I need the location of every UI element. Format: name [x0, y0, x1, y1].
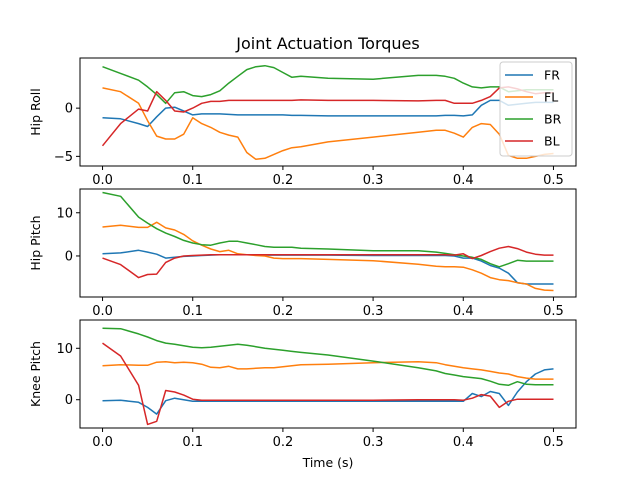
- x-tick-label: 0.4: [453, 173, 474, 188]
- legend: FR FL BR BL: [499, 61, 573, 157]
- x-tick-label: 0.0: [92, 304, 113, 319]
- series-line-bl: [101, 86, 554, 147]
- x-tick-label: 0.3: [363, 304, 384, 319]
- x-tick-label: 0.4: [453, 304, 474, 319]
- subplot-2: 0 10 0.0 0.1 0.2 0.3 0.4 0.5 Hip Pitch: [28, 188, 577, 319]
- chart-title: Joint Actuation Torques: [235, 34, 419, 53]
- legend-label-fl: FL: [544, 90, 558, 105]
- axes-frame: [79, 57, 577, 167]
- x-tick-label: 0.5: [543, 304, 564, 319]
- y-tick-label: 0: [65, 393, 73, 408]
- series-line-fl: [102, 221, 554, 292]
- series-line-br: [102, 64, 554, 105]
- x-tick-label: 0.0: [92, 173, 113, 188]
- axes-frame: [79, 188, 577, 298]
- series-line-bl: [102, 245, 554, 279]
- series-line-fr: [102, 368, 554, 415]
- y-axis-label: Knee Pitch: [28, 341, 43, 407]
- x-tick-label: 0.1: [182, 435, 203, 450]
- legend-box: [499, 61, 573, 157]
- legend-label-bl: BL: [544, 134, 560, 149]
- series-line-fl: [102, 360, 554, 380]
- x-tick-label: 0.5: [543, 173, 564, 188]
- y-tick-label: 10: [56, 342, 73, 357]
- x-tick-label: 0.2: [273, 435, 294, 450]
- subplot-3: 0 10 0.0 0.1 0.2 0.3 0.4 0.5 Knee Pitch: [28, 319, 577, 450]
- series-line-bl: [102, 342, 554, 426]
- axes-frame: [79, 319, 577, 429]
- legend-label-fr: FR: [544, 68, 560, 83]
- y-axis-label: Hip Roll: [28, 88, 43, 136]
- x-tick-label: 0.3: [363, 435, 384, 450]
- x-tick-label: 0.4: [453, 435, 474, 450]
- x-tick-label: 0.3: [363, 173, 384, 188]
- series-line-br: [102, 191, 554, 268]
- y-axis-label: Hip Pitch: [28, 215, 43, 270]
- y-tick-label: 10: [56, 206, 73, 221]
- x-tick-label: 0.2: [273, 173, 294, 188]
- series-line-br: [102, 327, 554, 387]
- series-line-fl: [102, 87, 554, 161]
- y-tick-label: 0: [65, 102, 73, 117]
- subplots: −5 0 0.0 0.1 0.2 0.3 0.4 0.5 Hip Roll 0 10 0.0 0.1 0.…: [28, 57, 577, 450]
- x-tick-label: 0.1: [182, 304, 203, 319]
- x-tick-label: 0.2: [273, 304, 294, 319]
- y-tick-label: 0: [65, 249, 73, 264]
- series-line-fr: [102, 99, 554, 128]
- x-axis-label: Time (s): [302, 455, 354, 470]
- legend-label-br: BR: [544, 112, 562, 127]
- x-tick-label: 0.5: [543, 435, 564, 450]
- subplot-1: −5 0 0.0 0.1 0.2 0.3 0.4 0.5 Hip Roll: [28, 57, 577, 188]
- x-tick-label: 0.1: [182, 173, 203, 188]
- x-tick-label: 0.0: [92, 435, 113, 450]
- y-tick-label: −5: [54, 150, 73, 165]
